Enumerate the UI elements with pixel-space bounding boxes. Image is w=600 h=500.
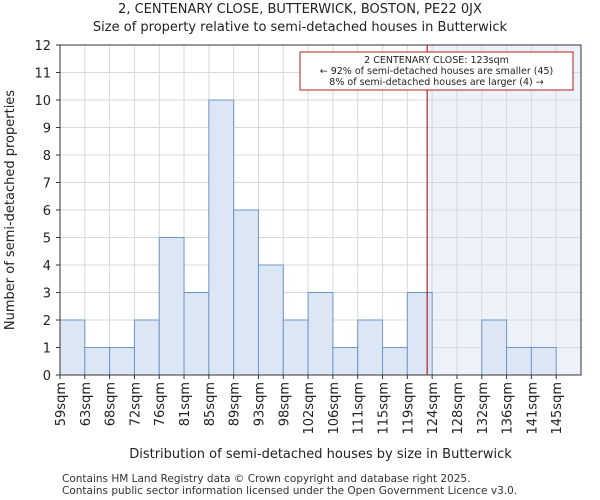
footer-licence: Contains public sector information licen…	[62, 485, 518, 497]
chart-title: 2, CENTENARY CLOSE, BUTTERWICK, BOSTON, …	[118, 2, 482, 17]
y-tick-label: 9	[43, 122, 51, 137]
x-tick-label: 102sqm	[302, 382, 317, 435]
bar-68sqm	[109, 347, 135, 376]
x-tick-label: 115sqm	[377, 382, 392, 435]
bar-136sqm	[506, 347, 532, 376]
y-tick-label: 1	[43, 342, 51, 357]
bar-132sqm	[481, 319, 508, 376]
bar-93sqm	[257, 264, 284, 376]
bar-98sqm	[282, 319, 309, 376]
y-tick-label: 10	[34, 94, 51, 109]
y-tick-label: 3	[43, 287, 51, 302]
y-tick-label: 12	[34, 39, 51, 54]
bar-59sqm	[59, 319, 86, 376]
bar-141sqm	[530, 347, 557, 376]
x-tick-label: 68sqm	[104, 382, 119, 426]
x-tick-label: 98sqm	[277, 382, 292, 426]
bar-111sqm	[357, 319, 384, 376]
y-tick-label: 8	[43, 149, 51, 164]
x-tick-label: 59sqm	[54, 382, 69, 426]
x-tick-label: 119sqm	[401, 382, 416, 435]
bar-72sqm	[133, 319, 160, 376]
x-tick-label: 85sqm	[203, 382, 218, 426]
x-tick-label: 132sqm	[476, 382, 491, 435]
bar-76sqm	[158, 237, 185, 376]
bar-115sqm	[382, 347, 408, 376]
bar-119sqm	[406, 292, 433, 376]
y-tick-label: 2	[43, 314, 51, 329]
annotation-line: 8% of semi-detached houses are larger (4…	[329, 77, 543, 88]
x-tick-label: 81sqm	[178, 382, 193, 426]
bar-106sqm	[332, 347, 359, 376]
annotation-box	[299, 51, 574, 91]
bar-63sqm	[84, 347, 111, 376]
x-tick-label: 63sqm	[79, 382, 94, 426]
y-tick-label: 6	[43, 204, 51, 219]
x-axis-label: Distribution of semi-detached houses by …	[129, 447, 512, 462]
x-tick-label: 89sqm	[228, 382, 243, 426]
annotation-line: 2 CENTENARY CLOSE: 123sqm	[364, 55, 509, 66]
annotation-line: ← 92% of semi-detached houses are smalle…	[320, 66, 554, 77]
y-tick-label: 4	[43, 259, 51, 274]
x-tick-label: 136sqm	[501, 382, 516, 435]
x-tick-label: 128sqm	[451, 382, 466, 435]
x-tick-label: 72sqm	[128, 382, 143, 426]
x-tick-label: 106sqm	[327, 382, 342, 435]
x-tick-label: 141sqm	[525, 382, 540, 435]
bar-85sqm	[208, 99, 235, 376]
x-tick-label: 76sqm	[153, 382, 168, 426]
footer-copyright: Contains HM Land Registry data © Crown c…	[62, 473, 471, 485]
x-tick-label: 124sqm	[426, 382, 441, 435]
x-tick-label: 93sqm	[252, 382, 267, 426]
x-tick-label: 111sqm	[352, 382, 367, 435]
y-tick-label: 0	[43, 369, 51, 384]
bar-89sqm	[233, 209, 259, 376]
y-tick-label: 5	[43, 232, 51, 247]
chart-subtitle: Size of property relative to semi-detach…	[92, 20, 508, 35]
y-tick-label: 7	[43, 177, 51, 192]
bar-102sqm	[307, 292, 334, 376]
y-tick-label: 11	[34, 67, 51, 82]
y-axis-label: Number of semi-detached properties	[3, 90, 18, 330]
bar-81sqm	[183, 292, 210, 376]
x-tick-label: 145sqm	[550, 382, 565, 435]
